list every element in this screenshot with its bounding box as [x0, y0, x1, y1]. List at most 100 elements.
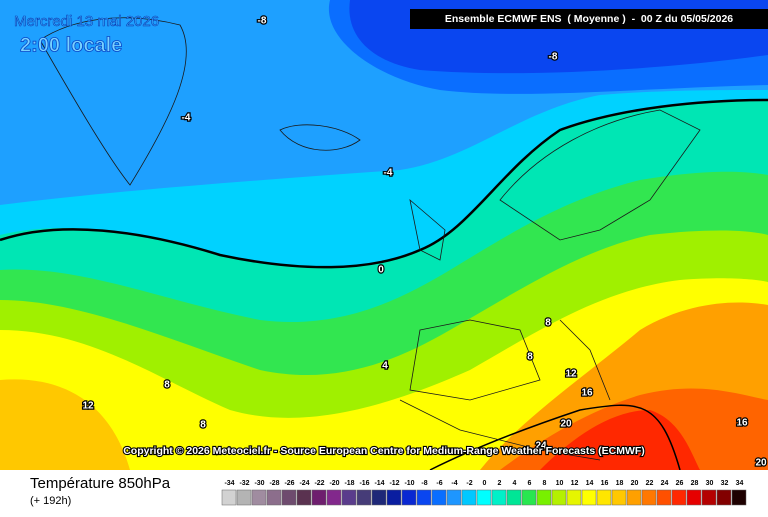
color-legend: -34 -32 -30 -28 -26 -24 -22 -20 -18 -16 -14 -12 -10-…: [221, 480, 747, 506]
legend-swatch: [536, 489, 552, 506]
legend-swatch: [446, 489, 462, 506]
legend-swatch: [506, 489, 522, 506]
contour-label: 20: [755, 458, 767, 469]
legend-swatch: [236, 489, 252, 506]
legend-label: -4: [451, 480, 457, 487]
legend-swatch: [266, 489, 282, 506]
legend-label: -32: [239, 480, 249, 487]
contour-label: 16: [736, 418, 748, 429]
legend-swatch: [476, 489, 492, 506]
legend-swatch: [341, 489, 357, 506]
contour-label: -8: [258, 16, 267, 27]
map-field: [0, 0, 768, 471]
legend-label: 16: [601, 480, 609, 487]
legend-label: -12: [389, 480, 399, 487]
legend-swatch: [521, 489, 537, 506]
contour-label: 0: [378, 265, 384, 276]
field-12-west: [0, 379, 130, 470]
contour-label: 8: [200, 420, 206, 431]
legend-swatch: [431, 489, 447, 506]
legend-label: -34: [224, 480, 234, 487]
legend-label: -20: [329, 480, 339, 487]
legend-label: 20: [631, 480, 639, 487]
legend-label: 26: [676, 480, 684, 487]
contour-label: 4: [382, 361, 388, 372]
legend-label: 2: [498, 480, 502, 487]
legend-swatch: [581, 489, 597, 506]
legend-swatch: [551, 489, 567, 506]
legend-label: 0: [483, 480, 487, 487]
legend-label: 34: [736, 480, 744, 487]
legend-label: 22: [646, 480, 654, 487]
legend-label: -24: [299, 480, 309, 487]
legend-label: 8: [543, 480, 547, 487]
contour-label: 8: [527, 352, 533, 363]
legend-swatch: [566, 489, 582, 506]
legend-label: 14: [586, 480, 594, 487]
contour-label: 12: [565, 369, 577, 380]
isotherm: [429, 404, 681, 471]
legend-label: -30: [254, 480, 264, 487]
legend-swatch: [656, 489, 672, 506]
legend-label: -28: [269, 480, 279, 487]
legend-label: 28: [691, 480, 699, 487]
legend-swatch: [251, 489, 267, 506]
legend-swatch: [371, 489, 387, 506]
legend-swatch: [701, 489, 717, 506]
legend-swatch: [311, 489, 327, 506]
legend-swatch: [686, 489, 702, 506]
contour-label: -4: [384, 168, 393, 179]
legend-label: 4: [513, 480, 517, 487]
legend-label: -2: [466, 480, 472, 487]
header-time: 2:00 locale: [20, 34, 122, 56]
legend-swatch: [221, 489, 237, 506]
coastlines: [39, 17, 701, 461]
legend-label: -6: [436, 480, 442, 487]
legend-swatch: [326, 489, 342, 506]
legend-swatch: [386, 489, 402, 506]
legend-swatch: [716, 489, 732, 506]
legend-swatch: [731, 489, 747, 506]
contour-label: 20: [560, 419, 572, 430]
contour-label: 16: [581, 388, 593, 399]
legend-label: -16: [359, 480, 369, 487]
header-date: Mercredi 13 mai 2026: [14, 13, 159, 30]
legend-swatch: [281, 489, 297, 506]
legend-swatch: [626, 489, 642, 506]
legend-label: -14: [374, 480, 384, 487]
legend-label: 6: [528, 480, 532, 487]
header-model-box: [410, 9, 768, 29]
legend-swatch: [641, 489, 657, 506]
legend-swatch: [401, 489, 417, 506]
header-model: Ensemble ECMWF ENS ( Moyenne ) - 00 Z du…: [445, 13, 733, 25]
legend-swatch: [671, 489, 687, 506]
legend-swatch: [416, 489, 432, 506]
legend-label: -8: [421, 480, 427, 487]
contour-label: -4: [182, 113, 191, 124]
legend-label: 12: [571, 480, 579, 487]
legend-label: 32: [721, 480, 729, 487]
legend-label: -26: [284, 480, 294, 487]
legend-label: -10: [404, 480, 414, 487]
legend-swatch: [461, 489, 477, 506]
contour-label: -8: [549, 52, 558, 63]
legend-label: 24: [661, 480, 669, 487]
legend-swatch: [356, 489, 372, 506]
legend-label: -18: [344, 480, 354, 487]
contour-label: 8: [164, 380, 170, 391]
legend-label: 30: [706, 480, 714, 487]
legend-swatch: [491, 489, 507, 506]
contour-label: 8: [545, 318, 551, 329]
contour-labels: -8 -8 -4 -4 0 4 8 8 8 8 12 12 16 16 20 2…: [81, 14, 768, 469]
legend-swatch: [296, 489, 312, 506]
field-24: [540, 410, 700, 470]
contour-label: 12: [82, 401, 94, 412]
copyright: Copyright © 2026 Meteociel.fr - Source E…: [123, 445, 645, 457]
legend-swatch: [596, 489, 612, 506]
footer-title: Température 850hPa: [30, 475, 171, 492]
legend-swatch: [611, 489, 627, 506]
legend-label: 18: [616, 480, 624, 487]
legend-label: -22: [314, 480, 324, 487]
contour-label: 24: [535, 441, 547, 452]
